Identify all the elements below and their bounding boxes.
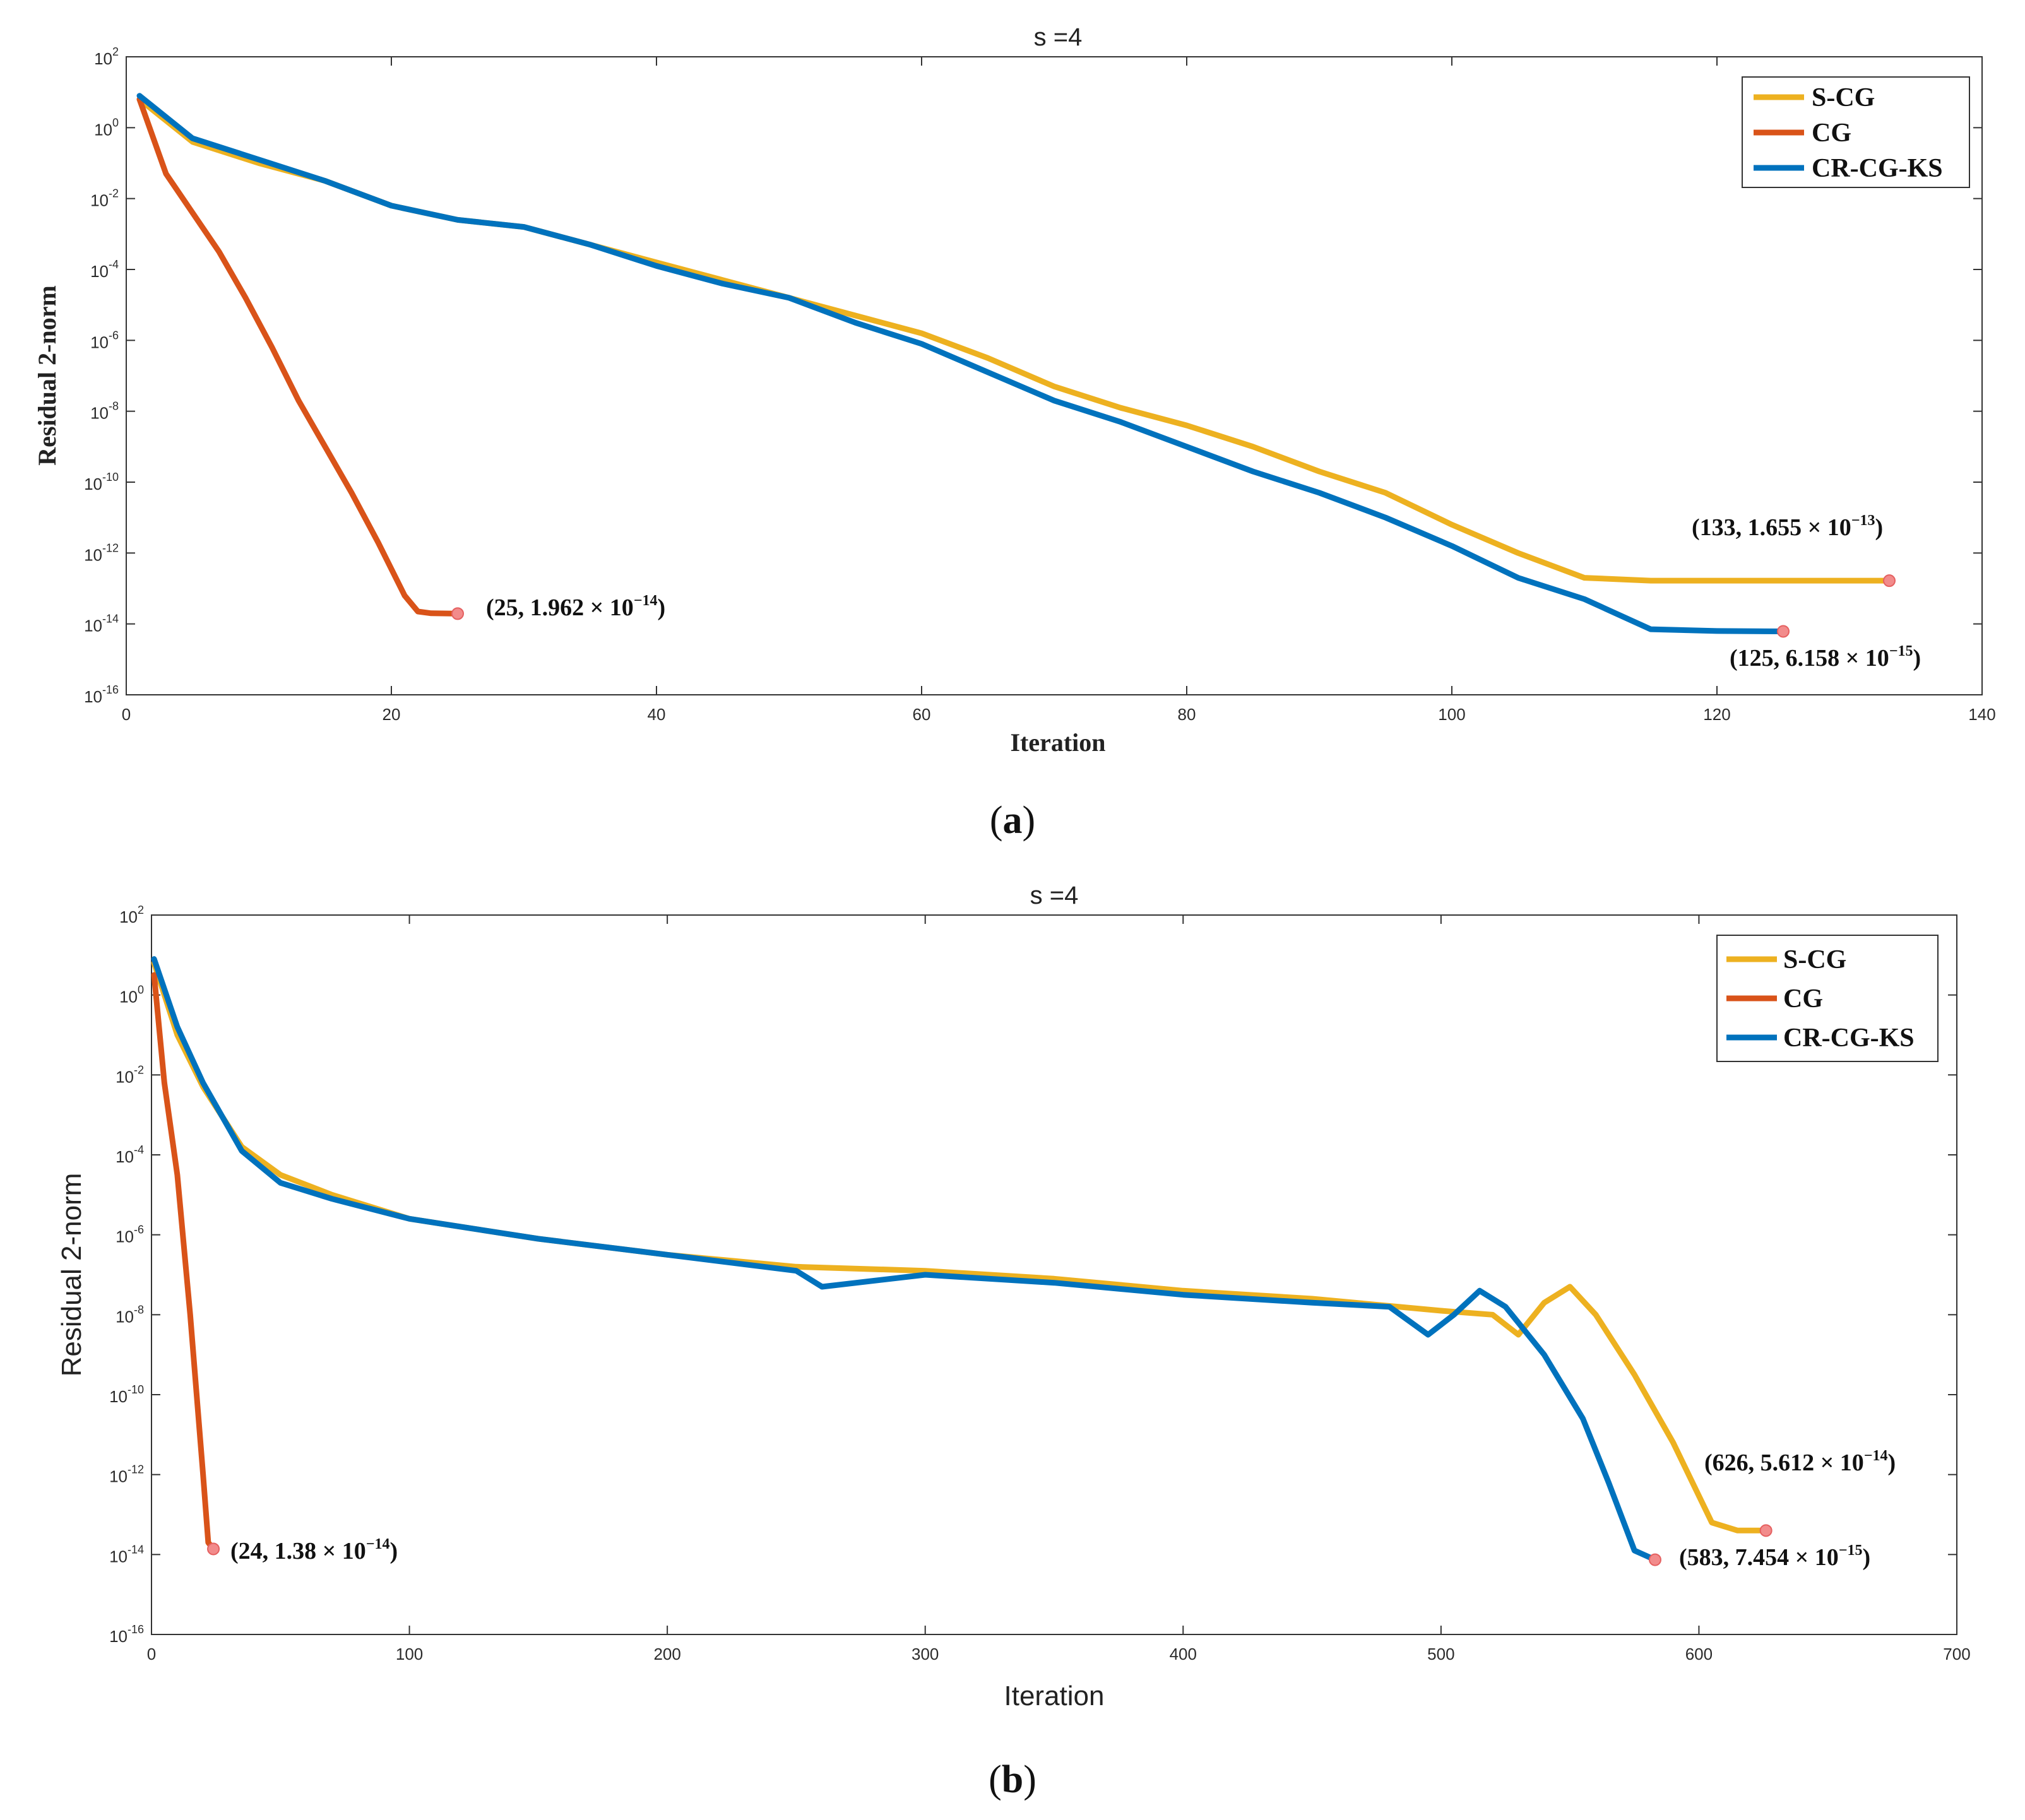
plot-area-frame [151, 914, 1957, 1635]
endpoint-annotation-cg: (24, 1.38 × 10−14) [230, 1536, 398, 1564]
series-line-cg [136, 96, 461, 617]
x-axis-label: Iteration [1010, 728, 1105, 757]
x-tick-label: 0 [122, 705, 131, 724]
y-tick-label: 10-16 [84, 683, 119, 706]
endpoint-marker-cr-cg-ks [1648, 1553, 1661, 1566]
x-axis-ticks: 0 20 40 60 80 100 120 140 [122, 57, 1996, 724]
endpoint-marker-s-cg [1883, 574, 1896, 588]
endpoint-marker-cg [207, 1542, 220, 1556]
series-line-cr-cg-ks [151, 956, 1658, 1563]
endpoint-marker-cr-cg-ks [1777, 625, 1790, 638]
y-tick-label: 10-4 [116, 1143, 144, 1166]
x-tick-label: 400 [1170, 1645, 1197, 1663]
y-tick-label: 10-10 [84, 471, 119, 493]
legend-label-cr-cg-ks: CR-CG-KS [1783, 1024, 1915, 1053]
x-tick-label: 140 [1968, 705, 1995, 724]
x-tick-label: 200 [653, 1645, 680, 1663]
y-tick-label: 102 [119, 904, 144, 926]
x-axis-label: Iteration [1004, 1681, 1105, 1711]
y-axis-ticks: 102 100 10-2 10-4 10-6 10-8 10-10 10-12 10-14 10-… [84, 45, 1982, 706]
endpoint-marker-cg [451, 607, 464, 620]
x-tick-label: 0 [147, 1645, 156, 1663]
y-tick-label: 10-12 [84, 541, 119, 564]
y-tick-label: 10-14 [84, 613, 119, 635]
series-line-cg [151, 972, 217, 1552]
series-lines [136, 93, 1896, 638]
y-tick-label: 10-6 [90, 329, 119, 352]
y-axis-label: Residual 2-norm [33, 285, 61, 466]
x-tick-label: 100 [1438, 705, 1465, 724]
x-tick-label: 80 [1178, 705, 1196, 724]
y-tick-label: 10-6 [116, 1224, 144, 1246]
x-tick-label: 700 [1943, 1645, 1970, 1663]
legend-label-cr-cg-ks: CR-CG-KS [1812, 154, 1943, 183]
y-axis-ticks: 102 100 10-2 10-4 10-6 10-8 10-10 10-12 10-14 10-… [109, 904, 1957, 1646]
y-tick-label: 10-10 [109, 1383, 144, 1406]
legend-label-s-cg: S-CG [1812, 83, 1875, 112]
endpoint-marker-s-cg [1759, 1524, 1773, 1537]
y-tick-label: 10-16 [109, 1623, 144, 1646]
x-tick-label: 600 [1685, 1645, 1713, 1663]
y-tick-label: 10-8 [116, 1303, 144, 1326]
chart-panel-a: s =4 102 100 10-2 10-4 10-6 10-8 10-10 10-12 10-… [33, 23, 1996, 842]
y-tick-label: 100 [94, 116, 119, 139]
x-tick-label: 40 [648, 705, 666, 724]
panel-label-b: (b) [989, 1758, 1036, 1801]
legend: S-CG CG CR-CG-KS [1742, 76, 1970, 188]
y-tick-label: 102 [94, 45, 119, 68]
legend: S-CG CG CR-CG-KS [1716, 935, 1939, 1062]
x-tick-label: 500 [1427, 1645, 1454, 1663]
endpoint-annotation-s-cg: (133, 1.655 × 10−13) [1692, 512, 1883, 541]
x-tick-label: 60 [913, 705, 931, 724]
y-tick-label: 10-14 [109, 1543, 144, 1566]
panel-label-a: (a) [990, 799, 1035, 842]
y-tick-label: 10-2 [90, 187, 119, 210]
y-tick-label: 10-12 [109, 1463, 144, 1486]
x-tick-label: 120 [1703, 705, 1730, 724]
endpoint-annotation-cr-cg-ks: (583, 7.454 × 10−15) [1679, 1542, 1870, 1571]
y-tick-label: 10-2 [116, 1063, 144, 1086]
chart-title: s =4 [1034, 23, 1083, 51]
series-line-cr-cg-ks [136, 93, 1786, 634]
series-line-s-cg [136, 96, 1892, 584]
x-axis-ticks: 0 100 200 300 400 500 600 700 [147, 915, 1971, 1663]
series-line-s-cg [151, 960, 1769, 1533]
series-lines [151, 956, 1773, 1566]
x-tick-label: 100 [396, 1645, 423, 1663]
legend-label-s-cg: S-CG [1783, 945, 1846, 974]
x-tick-label: 20 [383, 705, 401, 724]
x-tick-label: 300 [912, 1645, 939, 1663]
y-tick-label: 100 [119, 984, 144, 1007]
legend-label-cg: CG [1783, 984, 1823, 1013]
endpoint-annotation-cr-cg-ks: (125, 6.158 × 10−15) [1730, 643, 1921, 671]
y-axis-label: Residual 2-norm [56, 1173, 87, 1377]
chart-title: s =4 [1030, 882, 1079, 909]
chart-panel-b: s =4 102 100 10-2 10-4 10-6 10-8 10-10 10-12 10-… [56, 882, 1971, 1801]
endpoint-annotation-cg: (25, 1.962 × 10−14) [486, 593, 665, 621]
legend-label-cg: CG [1812, 119, 1851, 148]
plot-area-frame [126, 56, 1983, 695]
y-tick-label: 10-4 [90, 258, 119, 281]
endpoint-annotation-s-cg: (626, 5.612 × 10−14) [1704, 1448, 1896, 1476]
y-tick-label: 10-8 [90, 400, 119, 423]
